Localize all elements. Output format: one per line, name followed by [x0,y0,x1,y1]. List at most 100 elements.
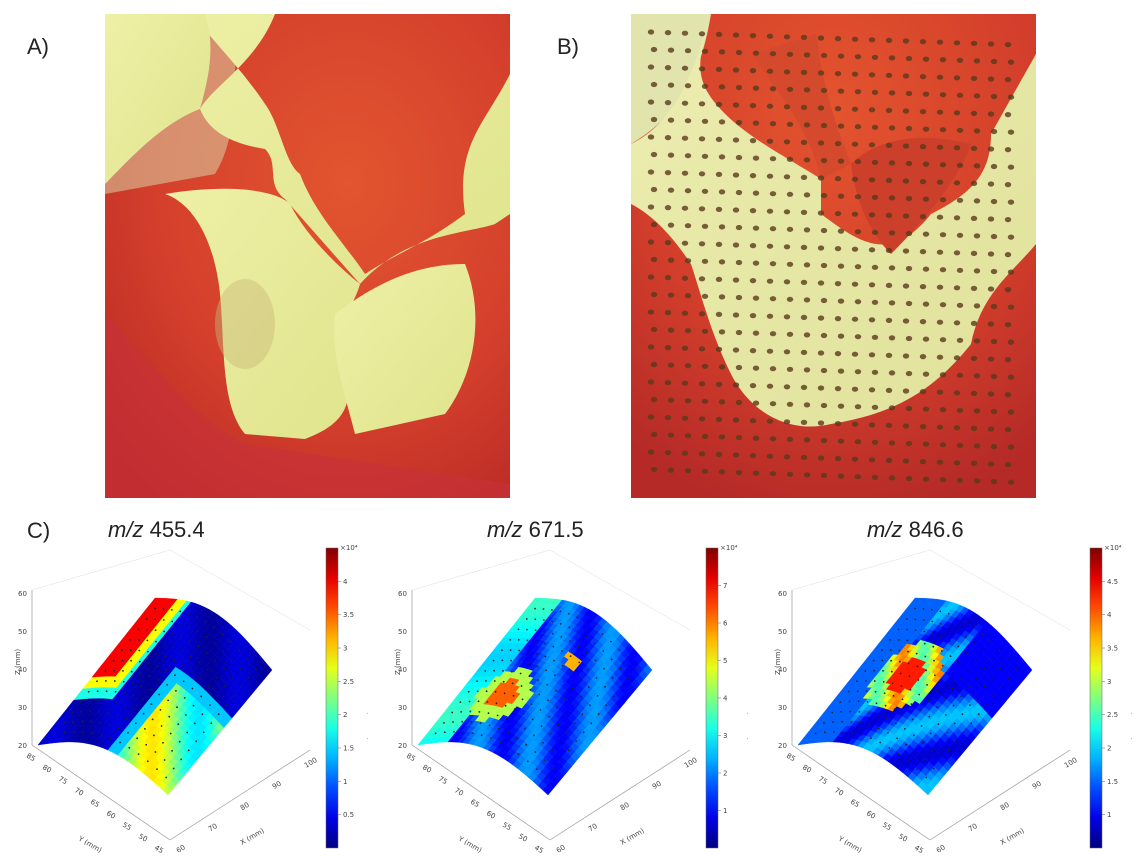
sample-points [814,607,1017,779]
sample-point [485,690,488,693]
sampling-hole [803,367,811,373]
sampling-hole [684,433,692,439]
sampling-hole [749,33,757,39]
sample-point [961,713,964,716]
sampling-hole [766,383,774,389]
sampling-hole [834,351,842,357]
sample-point [539,709,542,711]
sample-point [200,695,203,698]
sample-point [983,667,985,670]
sample-point [545,669,547,672]
sample-point [977,713,980,716]
sampling-hole [987,216,995,222]
sampling-hole [885,387,893,393]
sample-point [992,695,995,697]
panel-3-title-prefix: m/z [867,517,903,542]
sampling-hole [701,223,709,229]
y-tick-label: 50 [137,832,149,843]
sampling-hole [973,408,981,414]
sampling-hole [953,250,961,256]
y-tick-label: 65 [89,798,101,809]
sampling-hole [749,173,757,179]
sampling-hole [701,433,709,439]
sampling-hole [939,57,947,63]
sampling-hole [681,135,689,141]
sample-point [122,680,125,683]
panel-2-title-value: 671.5 [528,517,584,542]
sample-point [150,703,153,705]
sample-point [63,722,65,724]
sample-point [149,688,152,691]
sampling-hole [667,467,675,473]
sample-point [941,650,943,652]
sampling-hole [681,345,689,351]
sampling-hole [888,440,896,446]
sample-point [563,697,566,699]
sampling-hole [766,33,774,39]
sampling-hole [766,313,774,319]
sampling-hole [803,262,811,268]
sampling-hole [783,69,791,75]
sampling-hole [871,54,879,60]
sample-point [486,701,489,703]
sample-point [533,734,535,737]
sampling-hole [817,70,825,76]
sampling-hole [820,87,828,94]
sampling-hole [854,334,862,340]
sampling-hole [650,361,658,368]
sampling-hole [786,401,794,407]
sampling-hole [939,127,947,133]
sampling-hole [735,189,743,196]
sampling-hole [817,420,825,426]
sampling-hole [732,172,740,178]
sampling-hole [667,117,675,123]
sample-point [938,740,941,743]
sample-point [497,727,500,730]
sample-point [603,667,605,670]
sample-point [967,686,970,689]
sampling-hole [1007,199,1015,205]
sampling-hole [953,460,961,466]
sampling-hole [769,86,777,92]
sampling-hole [1004,462,1012,468]
sampling-hole [718,469,726,475]
sampling-hole [953,320,961,326]
sample-point [850,721,853,723]
sample-point [904,728,906,730]
sampling-hole [715,346,723,352]
colorbar: 1 2 3 4 5 6 7 ×10⁴ TIC (counts) [705,544,748,849]
sampling-hole [650,221,658,228]
sampling-hole [817,140,825,146]
sample-point [906,628,908,631]
sample-point [501,659,504,662]
sampling-hole [752,295,760,301]
sampling-hole [650,326,658,333]
sample-point [193,722,196,725]
sampling-hole [698,31,706,37]
sampling-hole [902,143,910,149]
sample-point [842,731,845,733]
sampling-hole [786,191,794,197]
sample-point [931,750,933,752]
sampling-hole [922,301,930,307]
sample-point [142,712,145,715]
sampling-hole [868,247,876,253]
sample-point [162,741,164,744]
sampling-hole [837,263,845,269]
sample-point [947,749,950,752]
sampling-hole [834,456,842,462]
sample-point [553,659,555,662]
sampling-hole [851,211,859,217]
sampling-hole [732,452,740,458]
sampling-hole [885,422,893,428]
sample-point [932,645,935,648]
sample-point [620,686,623,688]
x-tick-label: 80 [999,801,1011,812]
sample-point [908,675,911,678]
sampling-hole [834,246,842,252]
sample-point [499,741,501,744]
sample-point [924,655,927,658]
sampling-hole [1007,59,1015,65]
sample-point [841,720,844,723]
sample-point [551,632,554,635]
